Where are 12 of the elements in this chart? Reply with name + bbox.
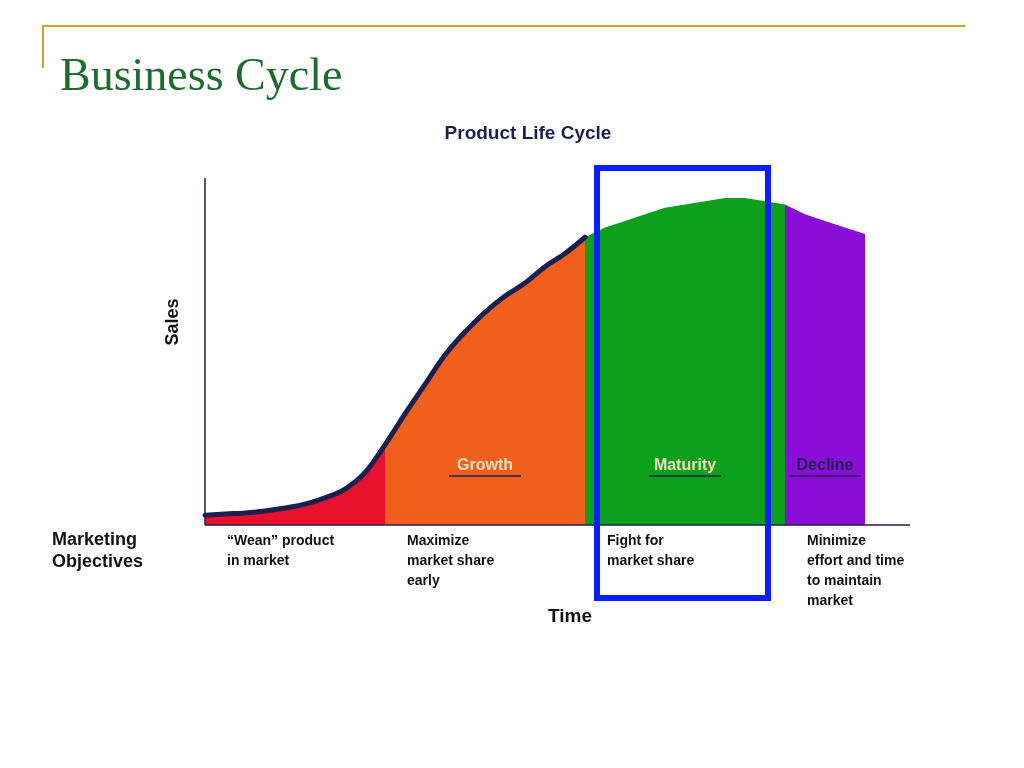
text: Fight for market share	[607, 532, 695, 568]
chart-title: Business Cycle	[60, 49, 343, 100]
text: Minimize effort and time to maintain market	[807, 532, 905, 608]
series-label: Growth	[457, 456, 513, 473]
text: “Wean” product in market	[227, 532, 335, 568]
text: Marketing Objectives	[52, 529, 144, 571]
text: Maximize market share early	[407, 532, 495, 588]
chart-subtitle: Product Life Cycle	[444, 122, 612, 143]
x-axis-title: Time	[547, 605, 593, 626]
series-label: Decline	[796, 456, 854, 473]
series-label: Maturity	[653, 456, 717, 473]
y-axis-title: Sales	[162, 298, 182, 346]
